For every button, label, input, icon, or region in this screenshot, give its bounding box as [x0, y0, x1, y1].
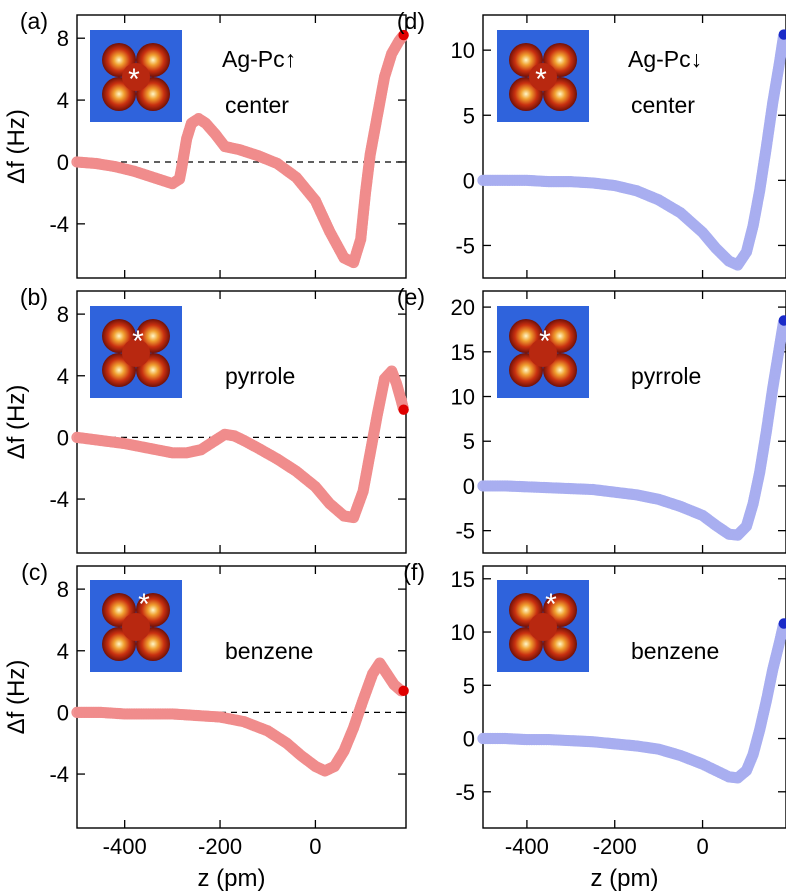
y-tick-label: -5	[455, 780, 475, 805]
y-tick-label: 8	[57, 302, 69, 327]
x-tick-label: 0	[309, 834, 321, 859]
y-tick-label: -4	[49, 212, 69, 237]
plot-frame	[76, 290, 407, 554]
y-tick-label: 0	[463, 168, 475, 193]
plot-frame	[76, 14, 407, 279]
data-series	[477, 29, 786, 271]
plot-frame	[482, 14, 786, 279]
inset-core	[122, 339, 150, 367]
molecule-annotation: Ag-Pc↓	[628, 46, 702, 72]
y-tick-label: -4	[49, 487, 69, 512]
tip-position-star-icon: *	[132, 325, 144, 358]
y-axis-label: Δf (Hz)	[3, 109, 30, 184]
data-point-endpoint	[778, 618, 786, 629]
chart-panel-a: 8 4 0 -4 Δf (Hz) (a) * Ag-Pc↑ center	[3, 8, 409, 279]
y-tick-label: 0	[57, 150, 69, 175]
molecule-inset-image: *	[497, 306, 589, 398]
chart-panel-d: 10 5 0 -5 (d) * Ag-Pc↓ center	[397, 8, 786, 279]
molecule-annotation: Ag-Pc↑	[222, 46, 296, 72]
molecule-inset-image: *	[90, 306, 182, 398]
data-series	[71, 365, 409, 524]
plot-frame	[482, 290, 786, 554]
plot-frame	[76, 565, 407, 829]
y-tick-label: 8	[57, 26, 69, 51]
y-tick-label: -5	[455, 233, 475, 258]
y-tick-label: 15	[451, 567, 475, 592]
y-tick-label: 10	[451, 385, 475, 410]
chart-panel-e: 20 15 10 5 0 -5 (e) * pyrrole	[397, 284, 786, 554]
y-tick-label: 4	[57, 88, 69, 113]
y-tick-label: 0	[57, 700, 69, 725]
plot-frame	[482, 565, 786, 829]
site-annotation: pyrrole	[631, 363, 701, 389]
tip-position-star-icon: *	[535, 63, 547, 96]
inset-core	[529, 613, 557, 641]
tip-position-star-icon: *	[128, 63, 140, 96]
site-annotation: center	[225, 92, 289, 118]
panel-letter: (b)	[20, 284, 48, 310]
y-tick-label: 10	[451, 620, 475, 645]
molecule-inset-image: *	[497, 580, 589, 672]
y-tick-label: 4	[57, 364, 69, 389]
panel-letter: (c)	[21, 559, 48, 585]
inset-core	[122, 63, 150, 91]
site-annotation: benzene	[225, 638, 313, 664]
x-tick-label: -400	[505, 834, 549, 859]
y-tick-label: 20	[451, 295, 475, 320]
y-tick-label: 5	[463, 429, 475, 454]
tip-position-star-icon: *	[138, 588, 150, 621]
x-tick-label: -200	[593, 834, 637, 859]
y-tick-label: -5	[455, 519, 475, 544]
y-tick-label: 15	[451, 340, 475, 365]
data-series	[71, 29, 409, 269]
x-axis-label: z (pm)	[198, 865, 266, 892]
molecule-inset-image: *	[90, 580, 182, 672]
data-point-endpoint	[398, 404, 409, 415]
panel-letter: (e)	[397, 284, 425, 310]
tip-position-star-icon: *	[539, 325, 551, 358]
y-axis-label: Δf (Hz)	[3, 385, 30, 460]
panel-letter: (a)	[20, 8, 48, 34]
data-point-endpoint	[398, 685, 409, 697]
inset-core	[529, 339, 557, 367]
data-series	[477, 618, 786, 784]
site-annotation: pyrrole	[225, 363, 295, 389]
inset-core	[529, 63, 557, 91]
y-axis-label: Δf (Hz)	[3, 660, 30, 735]
panel-letter: (d)	[397, 8, 425, 34]
y-tick-label: -4	[49, 762, 69, 787]
y-tick-label: 0	[463, 727, 475, 752]
data-point-endpoint	[398, 29, 409, 41]
data-point-endpoint	[778, 29, 786, 40]
y-tick-label: 5	[463, 103, 475, 128]
chart-panel-f: 15 10 5 0 -5 -400 -200 0 z (pm) (f) * benzene	[403, 559, 786, 892]
chart-panel-c: 8 4 0 -4 -400 -200 0 Δf (Hz) z (pm) (c) * benzene	[3, 559, 409, 892]
site-annotation: benzene	[631, 638, 719, 664]
data-point-endpoint	[778, 315, 786, 326]
x-tick-label: -200	[198, 834, 242, 859]
data-series	[477, 315, 786, 541]
y-tick-label: 8	[57, 577, 69, 602]
chart-panel-b: 8 4 0 -4 Δf (Hz) (b) * pyrrole	[3, 284, 409, 554]
y-tick-label: 10	[451, 38, 475, 63]
tip-position-star-icon: *	[545, 588, 557, 621]
site-annotation: center	[631, 92, 695, 118]
y-tick-label: 0	[463, 474, 475, 499]
y-tick-label: 4	[57, 639, 69, 664]
data-series	[71, 657, 409, 777]
inset-core	[122, 613, 150, 641]
y-tick-label: 5	[463, 673, 475, 698]
molecule-inset-image: *	[90, 30, 182, 122]
y-tick-label: 0	[57, 425, 69, 450]
x-tick-label: -400	[103, 834, 147, 859]
x-axis-label: z (pm)	[591, 865, 659, 892]
panel-letter: (f)	[403, 559, 425, 585]
molecule-inset-image: *	[497, 30, 589, 122]
x-tick-label: 0	[696, 834, 708, 859]
